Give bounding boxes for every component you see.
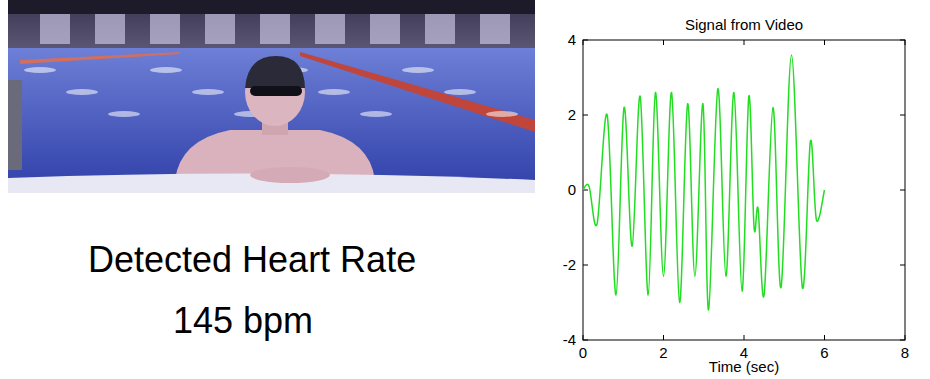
x-tick	[824, 40, 825, 45]
window	[95, 14, 125, 44]
y-tick	[583, 40, 588, 41]
y-tick	[583, 340, 588, 341]
x-tick-label: 6	[820, 344, 828, 361]
goggles	[250, 86, 302, 96]
y-tick	[900, 40, 905, 41]
reflection	[24, 67, 56, 73]
chart-title: Signal from Video	[685, 16, 803, 33]
window	[370, 14, 400, 44]
y-tick	[583, 265, 588, 266]
readout-value: 145 bpm	[173, 300, 313, 341]
ladder	[8, 80, 22, 170]
y-tick	[900, 340, 905, 341]
plot-marks	[583, 55, 825, 310]
y-tick-label: 0	[568, 181, 576, 198]
x-tick	[905, 40, 906, 45]
page: Detected Heart Rate 145 bpm Signal from Vi…	[0, 0, 930, 379]
reflection	[402, 67, 434, 73]
window	[205, 14, 235, 44]
y-tick	[900, 265, 905, 266]
y-tick-label: -4	[563, 331, 576, 348]
y-tick	[583, 115, 588, 116]
reflection	[192, 89, 224, 95]
x-tick	[583, 335, 584, 340]
lane-rope	[300, 52, 535, 132]
reflection	[486, 111, 518, 117]
reflection	[108, 111, 140, 117]
water	[8, 48, 535, 193]
x-tick	[663, 335, 664, 340]
x-tick	[744, 335, 745, 340]
readout-label: Detected Heart Rate	[88, 239, 416, 280]
window	[40, 14, 70, 44]
y-tick	[900, 190, 905, 191]
lane-rope	[20, 52, 180, 64]
x-tick-label: 2	[659, 344, 667, 361]
x-tick	[583, 40, 584, 45]
window	[260, 14, 290, 44]
window	[150, 14, 180, 44]
y-tick-label: -2	[563, 256, 576, 273]
y-tick-label: 4	[568, 31, 576, 48]
x-tick	[744, 40, 745, 45]
reflection	[150, 67, 182, 73]
x-tick	[663, 40, 664, 45]
window	[480, 14, 510, 44]
x-tick-label: 8	[901, 344, 909, 361]
swim-cap	[245, 56, 305, 88]
reflection	[360, 111, 392, 117]
reflection	[444, 89, 476, 95]
photo-background	[8, 0, 535, 193]
photo	[8, 0, 535, 193]
window	[315, 14, 345, 44]
swimmer-hands	[250, 167, 330, 183]
x-tick-label: 4	[740, 344, 748, 361]
x-tick	[905, 335, 906, 340]
plot-frame	[583, 40, 905, 340]
reflection	[318, 89, 350, 95]
window	[425, 14, 455, 44]
y-tick	[900, 115, 905, 116]
signal-line	[583, 55, 825, 310]
x-tick	[824, 335, 825, 340]
ceiling	[8, 0, 535, 14]
x-tick-label: 0	[579, 344, 587, 361]
y-tick-label: 2	[568, 106, 576, 123]
reflection	[66, 89, 98, 95]
